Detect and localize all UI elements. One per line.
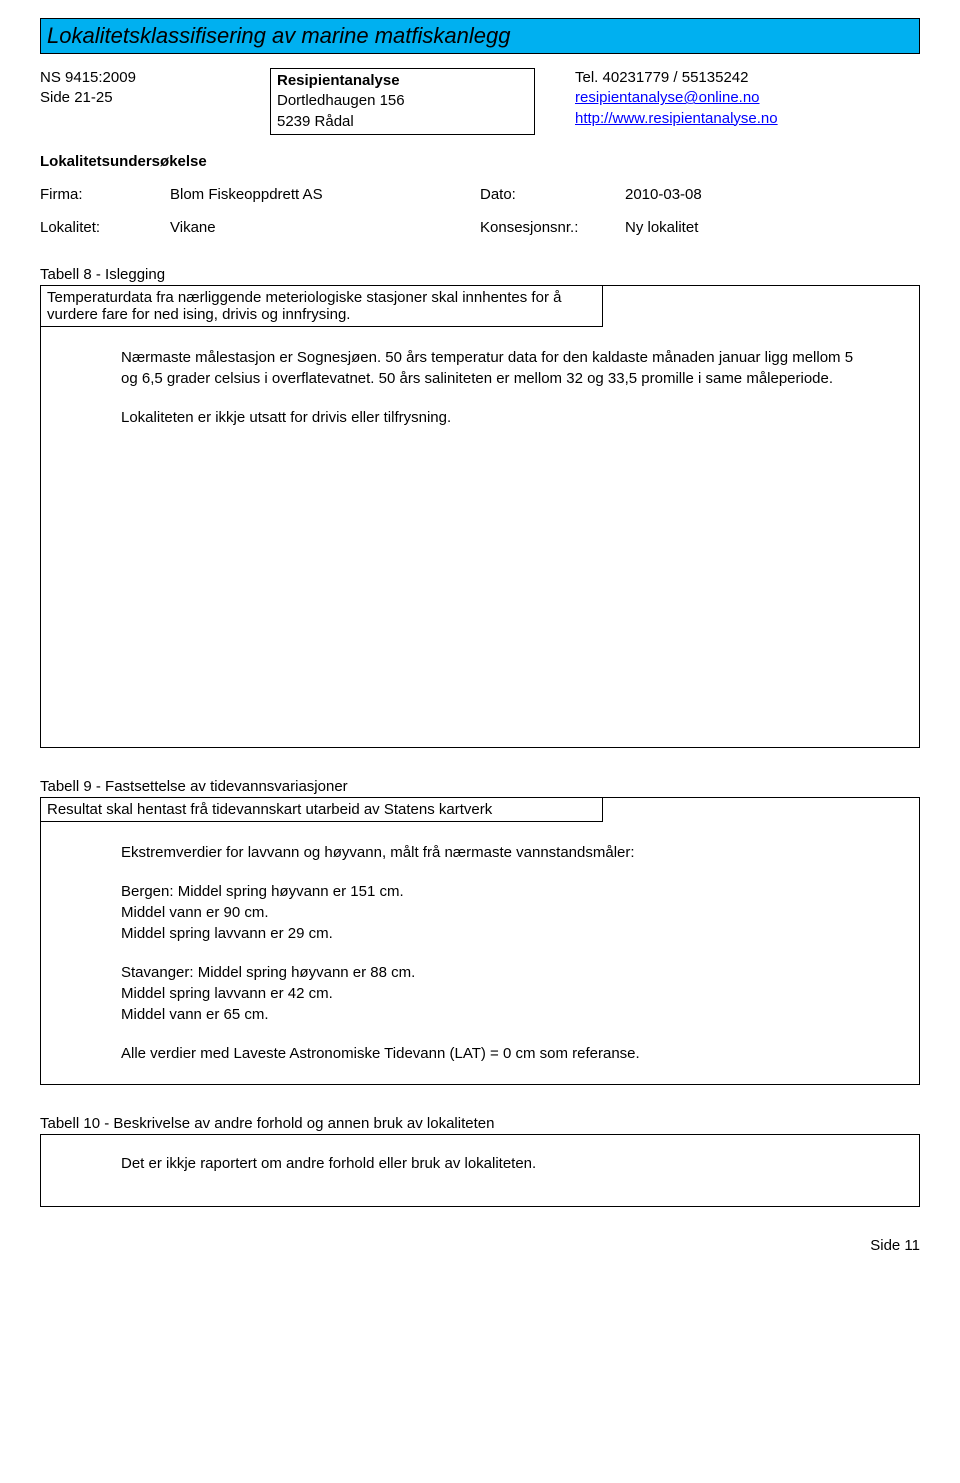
label-lokalitet: Lokalitet: (40, 219, 170, 236)
value-dato: 2010-03-08 (625, 186, 702, 203)
tabell9-title: Tabell 9 - Fastsettelse av tidevannsvari… (40, 778, 920, 795)
tabell9-p1: Ekstremverdier for lavvann og høyvann, m… (121, 842, 859, 863)
tabell8-p2: Lokaliteten er ikkje utsatt for drivis e… (121, 407, 859, 428)
tabell10-frame: Det er ikkje raportert om andre forhold … (40, 1134, 920, 1207)
website-link[interactable]: http://www.resipientanalyse.no (575, 110, 778, 127)
address-line2: 5239 Rådal (277, 112, 528, 132)
tabell9-header: Resultat skal hentast frå tidevannskart … (41, 798, 603, 822)
tabell8-title: Tabell 8 - Islegging (40, 266, 920, 283)
page-title: Lokalitetsklassifisering av marine matfi… (47, 23, 510, 48)
tabell9-frame: Resultat skal hentast frå tidevannskart … (40, 797, 920, 1085)
tabell10-title: Tabell 10 - Beskrivelse av andre forhold… (40, 1115, 920, 1132)
value-lokalitet: Vikane (170, 219, 480, 236)
header-right: Tel. 40231779 / 55135242 resipientanalys… (535, 68, 778, 135)
value-firma: Blom Fiskeoppdrett AS (170, 186, 480, 203)
header-left: NS 9415:2009 Side 21-25 (40, 68, 270, 135)
document-header: NS 9415:2009 Side 21-25 Resipientanalyse… (40, 68, 920, 135)
header-mid-box: Resipientanalyse Dortledhaugen 156 5239 … (270, 68, 535, 135)
telephone: Tel. 40231779 / 55135242 (575, 68, 778, 88)
section-heading: Lokalitetsundersøkelse (40, 153, 920, 170)
value-konsesjon: Ny lokalitet (625, 219, 698, 236)
meta-row-lokalitet: Lokalitet: Vikane Konsesjonsnr.: Ny loka… (40, 219, 920, 236)
email-link[interactable]: resipientanalyse@online.no (575, 89, 760, 106)
tabell8-p1: Nærmaste målestasjon er Sognesjøen. 50 å… (121, 347, 859, 389)
label-dato: Dato: (480, 186, 625, 203)
tabell9-p3: Stavanger: Middel spring høyvann er 88 c… (121, 962, 859, 1025)
title-bar: Lokalitetsklassifisering av marine matfi… (40, 18, 920, 54)
tabell9-p2: Bergen: Middel spring høyvann er 151 cm.… (121, 881, 859, 944)
address-line1: Dortledhaugen 156 (277, 91, 528, 111)
tabell10-body: Det er ikkje raportert om andre forhold … (41, 1135, 919, 1206)
label-firma: Firma: (40, 186, 170, 203)
tabell8-frame: Temperaturdata fra nærliggende meteriolo… (40, 285, 920, 748)
tabell10-p1: Det er ikkje raportert om andre forhold … (121, 1153, 859, 1174)
meta-row-firma: Firma: Blom Fiskeoppdrett AS Dato: 2010-… (40, 186, 920, 203)
tabell9-body: Ekstremverdier for lavvann og høyvann, m… (41, 822, 919, 1084)
page-number: Side 11 (40, 1237, 920, 1254)
tabell8-header: Temperaturdata fra nærliggende meteriolo… (41, 286, 603, 327)
page-range: Side 21-25 (40, 88, 270, 108)
tabell8-body: Nærmaste målestasjon er Sognesjøen. 50 å… (41, 327, 919, 747)
tabell9-p4: Alle verdier med Laveste Astronomiske Ti… (121, 1043, 859, 1064)
company-name: Resipientanalyse (277, 71, 528, 91)
label-konsesjon: Konsesjonsnr.: (480, 219, 625, 236)
ns-code: NS 9415:2009 (40, 68, 270, 88)
